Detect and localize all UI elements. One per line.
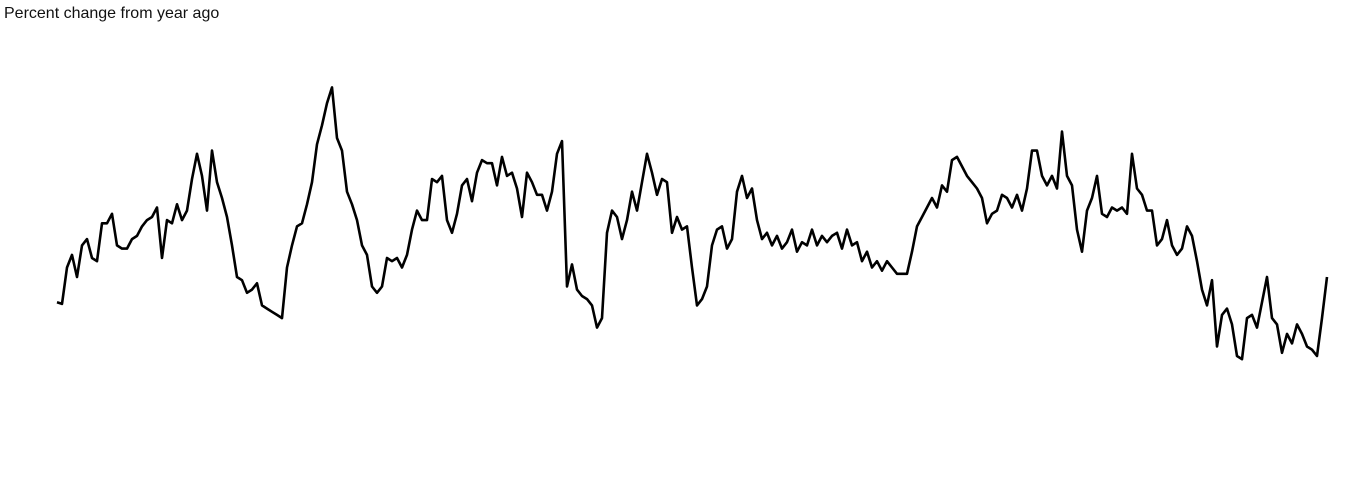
data-line xyxy=(56,86,1329,361)
chart-title: Percent change from year ago xyxy=(4,5,219,22)
